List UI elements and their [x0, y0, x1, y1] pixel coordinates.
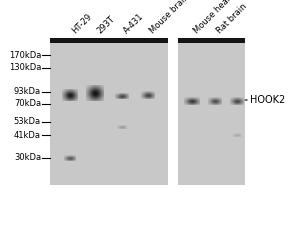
Text: HOOK2: HOOK2 [245, 95, 285, 105]
Text: 93kDa: 93kDa [14, 87, 41, 97]
Text: 293T: 293T [95, 14, 116, 35]
Text: HT-29: HT-29 [70, 12, 93, 35]
Text: 70kDa: 70kDa [14, 100, 41, 109]
Text: 130kDa: 130kDa [9, 64, 41, 73]
Text: Rat brain: Rat brain [215, 2, 249, 35]
Text: 30kDa: 30kDa [14, 153, 41, 163]
Text: A-431: A-431 [122, 11, 146, 35]
Text: 170kDa: 170kDa [9, 50, 41, 59]
Text: Mouse heart: Mouse heart [192, 0, 236, 35]
Text: 53kDa: 53kDa [14, 117, 41, 127]
Text: 41kDa: 41kDa [14, 131, 41, 140]
Text: Mouse brain: Mouse brain [148, 0, 191, 35]
